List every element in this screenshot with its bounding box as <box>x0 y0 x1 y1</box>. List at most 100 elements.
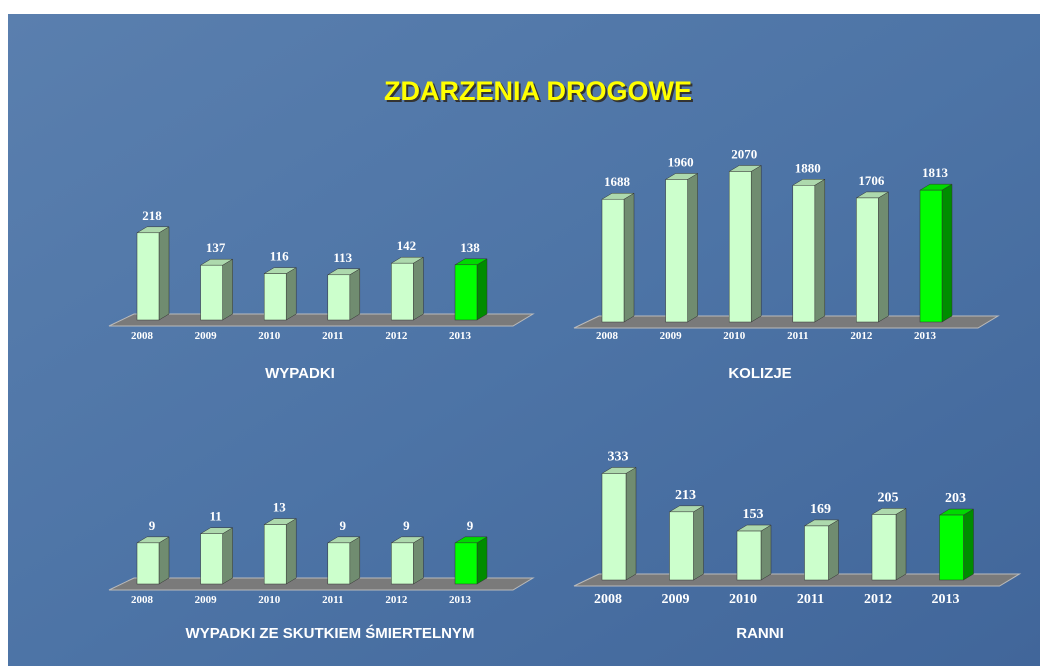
value-label: 137 <box>206 240 226 255</box>
bar <box>601 198 625 323</box>
background <box>8 14 1040 666</box>
bar <box>200 264 223 321</box>
bar-side <box>285 267 297 321</box>
bar <box>669 511 694 581</box>
chart-title: WYPADKI <box>265 365 335 382</box>
x-tick-label: 2011 <box>797 592 824 607</box>
slide-title: ZDARZENIA DROGOWE <box>384 76 692 106</box>
value-label: 213 <box>675 488 696 503</box>
bar <box>136 232 160 321</box>
value-label: 1688 <box>604 174 631 189</box>
bar <box>454 264 478 321</box>
value-label: 1706 <box>858 173 885 188</box>
bar-side <box>814 178 826 323</box>
bar-side <box>349 536 361 585</box>
value-label: 13 <box>273 500 287 515</box>
value-label: 333 <box>608 449 629 464</box>
chart-title: WYPADKI ZE SKUTKIEM ŚMIERTELNYM <box>186 624 475 642</box>
chart-title: RANNI <box>736 625 784 642</box>
bar-side <box>687 173 698 323</box>
x-tick-label: 2013 <box>449 330 472 342</box>
bar-side <box>476 258 488 321</box>
bar-side <box>285 518 297 585</box>
bar <box>871 514 897 581</box>
x-tick-label: 2012 <box>385 594 408 606</box>
value-label: 116 <box>270 249 289 264</box>
chart-title: KOLIZJE <box>728 365 791 382</box>
bar-side <box>476 536 488 585</box>
bar <box>391 262 414 321</box>
bar-side <box>963 508 974 581</box>
bar <box>939 514 964 581</box>
value-label: 9 <box>340 518 347 533</box>
value-label: 2070 <box>731 146 757 161</box>
value-label: 169 <box>810 502 831 517</box>
bar-side <box>222 527 233 585</box>
bar <box>391 542 414 585</box>
bar-side <box>895 507 907 581</box>
x-tick-label: 2010 <box>258 330 281 342</box>
x-tick-label: 2011 <box>322 594 343 606</box>
bar-side <box>158 226 170 321</box>
value-label: 138 <box>460 240 480 255</box>
bar <box>454 542 478 585</box>
bar <box>200 533 223 585</box>
x-tick-label: 2011 <box>322 330 343 342</box>
bar <box>736 530 762 581</box>
bar <box>263 273 287 321</box>
bar <box>919 189 943 323</box>
bar <box>601 473 627 581</box>
x-tick-label: 2012 <box>385 330 408 342</box>
value-label: 9 <box>467 518 474 533</box>
x-tick-label: 2012 <box>850 330 873 342</box>
x-tick-label: 2008 <box>594 592 622 607</box>
value-label: 9 <box>403 518 410 533</box>
bar-side <box>413 256 424 321</box>
x-tick-label: 2008 <box>131 594 154 606</box>
x-tick-label: 2013 <box>932 592 960 607</box>
x-tick-label: 2013 <box>449 594 472 606</box>
bar-side <box>413 536 424 585</box>
x-tick-label: 2009 <box>195 330 218 342</box>
x-tick-label: 2013 <box>914 330 937 342</box>
x-tick-label: 2008 <box>131 330 154 342</box>
bar <box>327 274 351 321</box>
x-tick-label: 2008 <box>596 330 619 342</box>
x-tick-label: 2010 <box>729 592 757 607</box>
value-label: 113 <box>333 250 352 265</box>
bar-side <box>750 165 762 323</box>
bar-side <box>625 466 637 581</box>
bar <box>665 179 688 323</box>
title-shadow: ZDARZENIA DROGOWE <box>386 78 694 108</box>
bar-side <box>760 524 772 581</box>
x-tick-label: 2009 <box>662 592 690 607</box>
bar <box>804 525 829 581</box>
x-tick-label: 2010 <box>723 330 746 342</box>
bar-side <box>158 536 170 585</box>
value-label: 1813 <box>922 165 949 180</box>
value-label: 1960 <box>668 154 694 169</box>
bar-side <box>349 268 361 321</box>
value-label: 142 <box>397 238 417 253</box>
bar-side <box>941 183 953 323</box>
value-label: 1880 <box>795 160 821 175</box>
bar-side <box>828 519 839 581</box>
x-tick-label: 2011 <box>787 330 808 342</box>
x-tick-label: 2012 <box>864 592 892 607</box>
value-label: 203 <box>945 491 966 506</box>
x-tick-label: 2009 <box>195 594 218 606</box>
value-label: 9 <box>149 518 156 533</box>
value-label: 153 <box>743 507 764 522</box>
bar <box>136 542 160 585</box>
bar-side <box>623 192 635 323</box>
bar-side <box>222 258 233 321</box>
bar <box>856 197 879 323</box>
x-tick-label: 2009 <box>660 330 683 342</box>
x-tick-label: 2010 <box>258 594 281 606</box>
bar <box>728 171 752 323</box>
value-label: 218 <box>142 208 162 223</box>
bar <box>263 524 287 585</box>
bar-side <box>693 505 704 581</box>
bar <box>792 185 816 323</box>
